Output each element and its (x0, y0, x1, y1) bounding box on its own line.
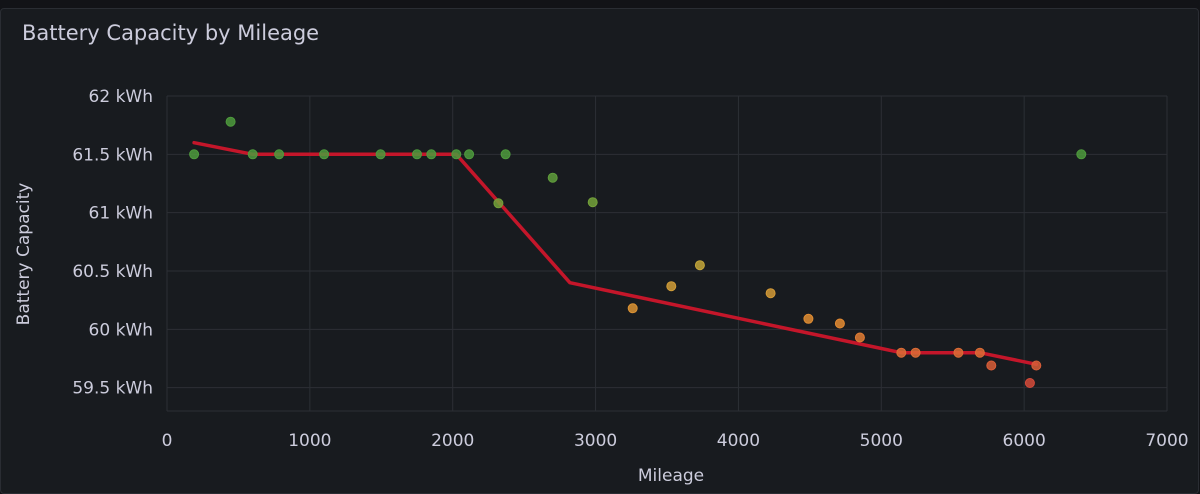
data-point (666, 281, 677, 292)
data-point (274, 149, 285, 160)
data-points-layer (189, 116, 1087, 388)
data-point (500, 149, 511, 160)
data-point (910, 347, 921, 358)
x-tick-label: 5000 (860, 431, 903, 451)
y-tick-label: 61 kWh (89, 204, 153, 224)
grid-layer (166, 95, 1168, 412)
x-tick-label: 6000 (1003, 431, 1046, 451)
y-tick-label: 60.5 kWh (72, 262, 153, 282)
x-tick-label: 7000 (1145, 431, 1188, 451)
data-point (319, 149, 330, 160)
data-point (412, 149, 422, 160)
y-axis-label: Battery Capacity (14, 183, 34, 326)
data-point (451, 149, 462, 160)
data-point (854, 332, 865, 343)
panel-title: Battery Capacity by Mileage (22, 21, 320, 45)
y-tick-label: 60 kWh (89, 320, 153, 340)
x-tick-label: 2000 (431, 431, 474, 451)
trend-line-layer (192, 140, 1039, 367)
trend-line (192, 140, 1039, 367)
data-point (547, 172, 558, 183)
data-point (1024, 378, 1035, 388)
y-tick-label: 59.5 kWh (72, 379, 153, 399)
data-point (896, 347, 907, 358)
data-point (834, 318, 845, 329)
data-point (1031, 360, 1042, 371)
data-point (247, 149, 258, 160)
x-axis-label: Mileage (638, 466, 704, 486)
data-point (225, 116, 236, 127)
y-tick-label: 61.5 kWh (72, 145, 153, 165)
data-point (464, 149, 475, 160)
data-point (694, 260, 705, 271)
data-point (803, 313, 814, 324)
data-point (587, 197, 598, 208)
data-point (974, 347, 985, 358)
x-tick-label: 4000 (717, 431, 760, 451)
y-tick-label: 62 kWh (89, 87, 153, 107)
x-tick-label: 1000 (288, 431, 331, 451)
data-point (627, 303, 638, 314)
data-point (1076, 149, 1087, 160)
x-tick-labels: 0 1000 2000 3000 4000 5000 6000 7000 (162, 431, 1189, 451)
data-point (493, 198, 504, 209)
x-tick-label: 0 (162, 431, 173, 451)
chart-panel: Battery Capacity by Mileage (0, 8, 1199, 494)
data-point (189, 149, 200, 160)
data-point (765, 288, 776, 299)
x-tick-label: 3000 (574, 431, 617, 451)
data-point (986, 360, 997, 371)
y-tick-labels: 59.5 kWh 60 kWh 60.5 kWh 61 kWh 61.5 kWh 62 k… (72, 87, 153, 399)
data-point (953, 347, 964, 358)
data-point (426, 149, 437, 160)
data-point (375, 149, 386, 160)
